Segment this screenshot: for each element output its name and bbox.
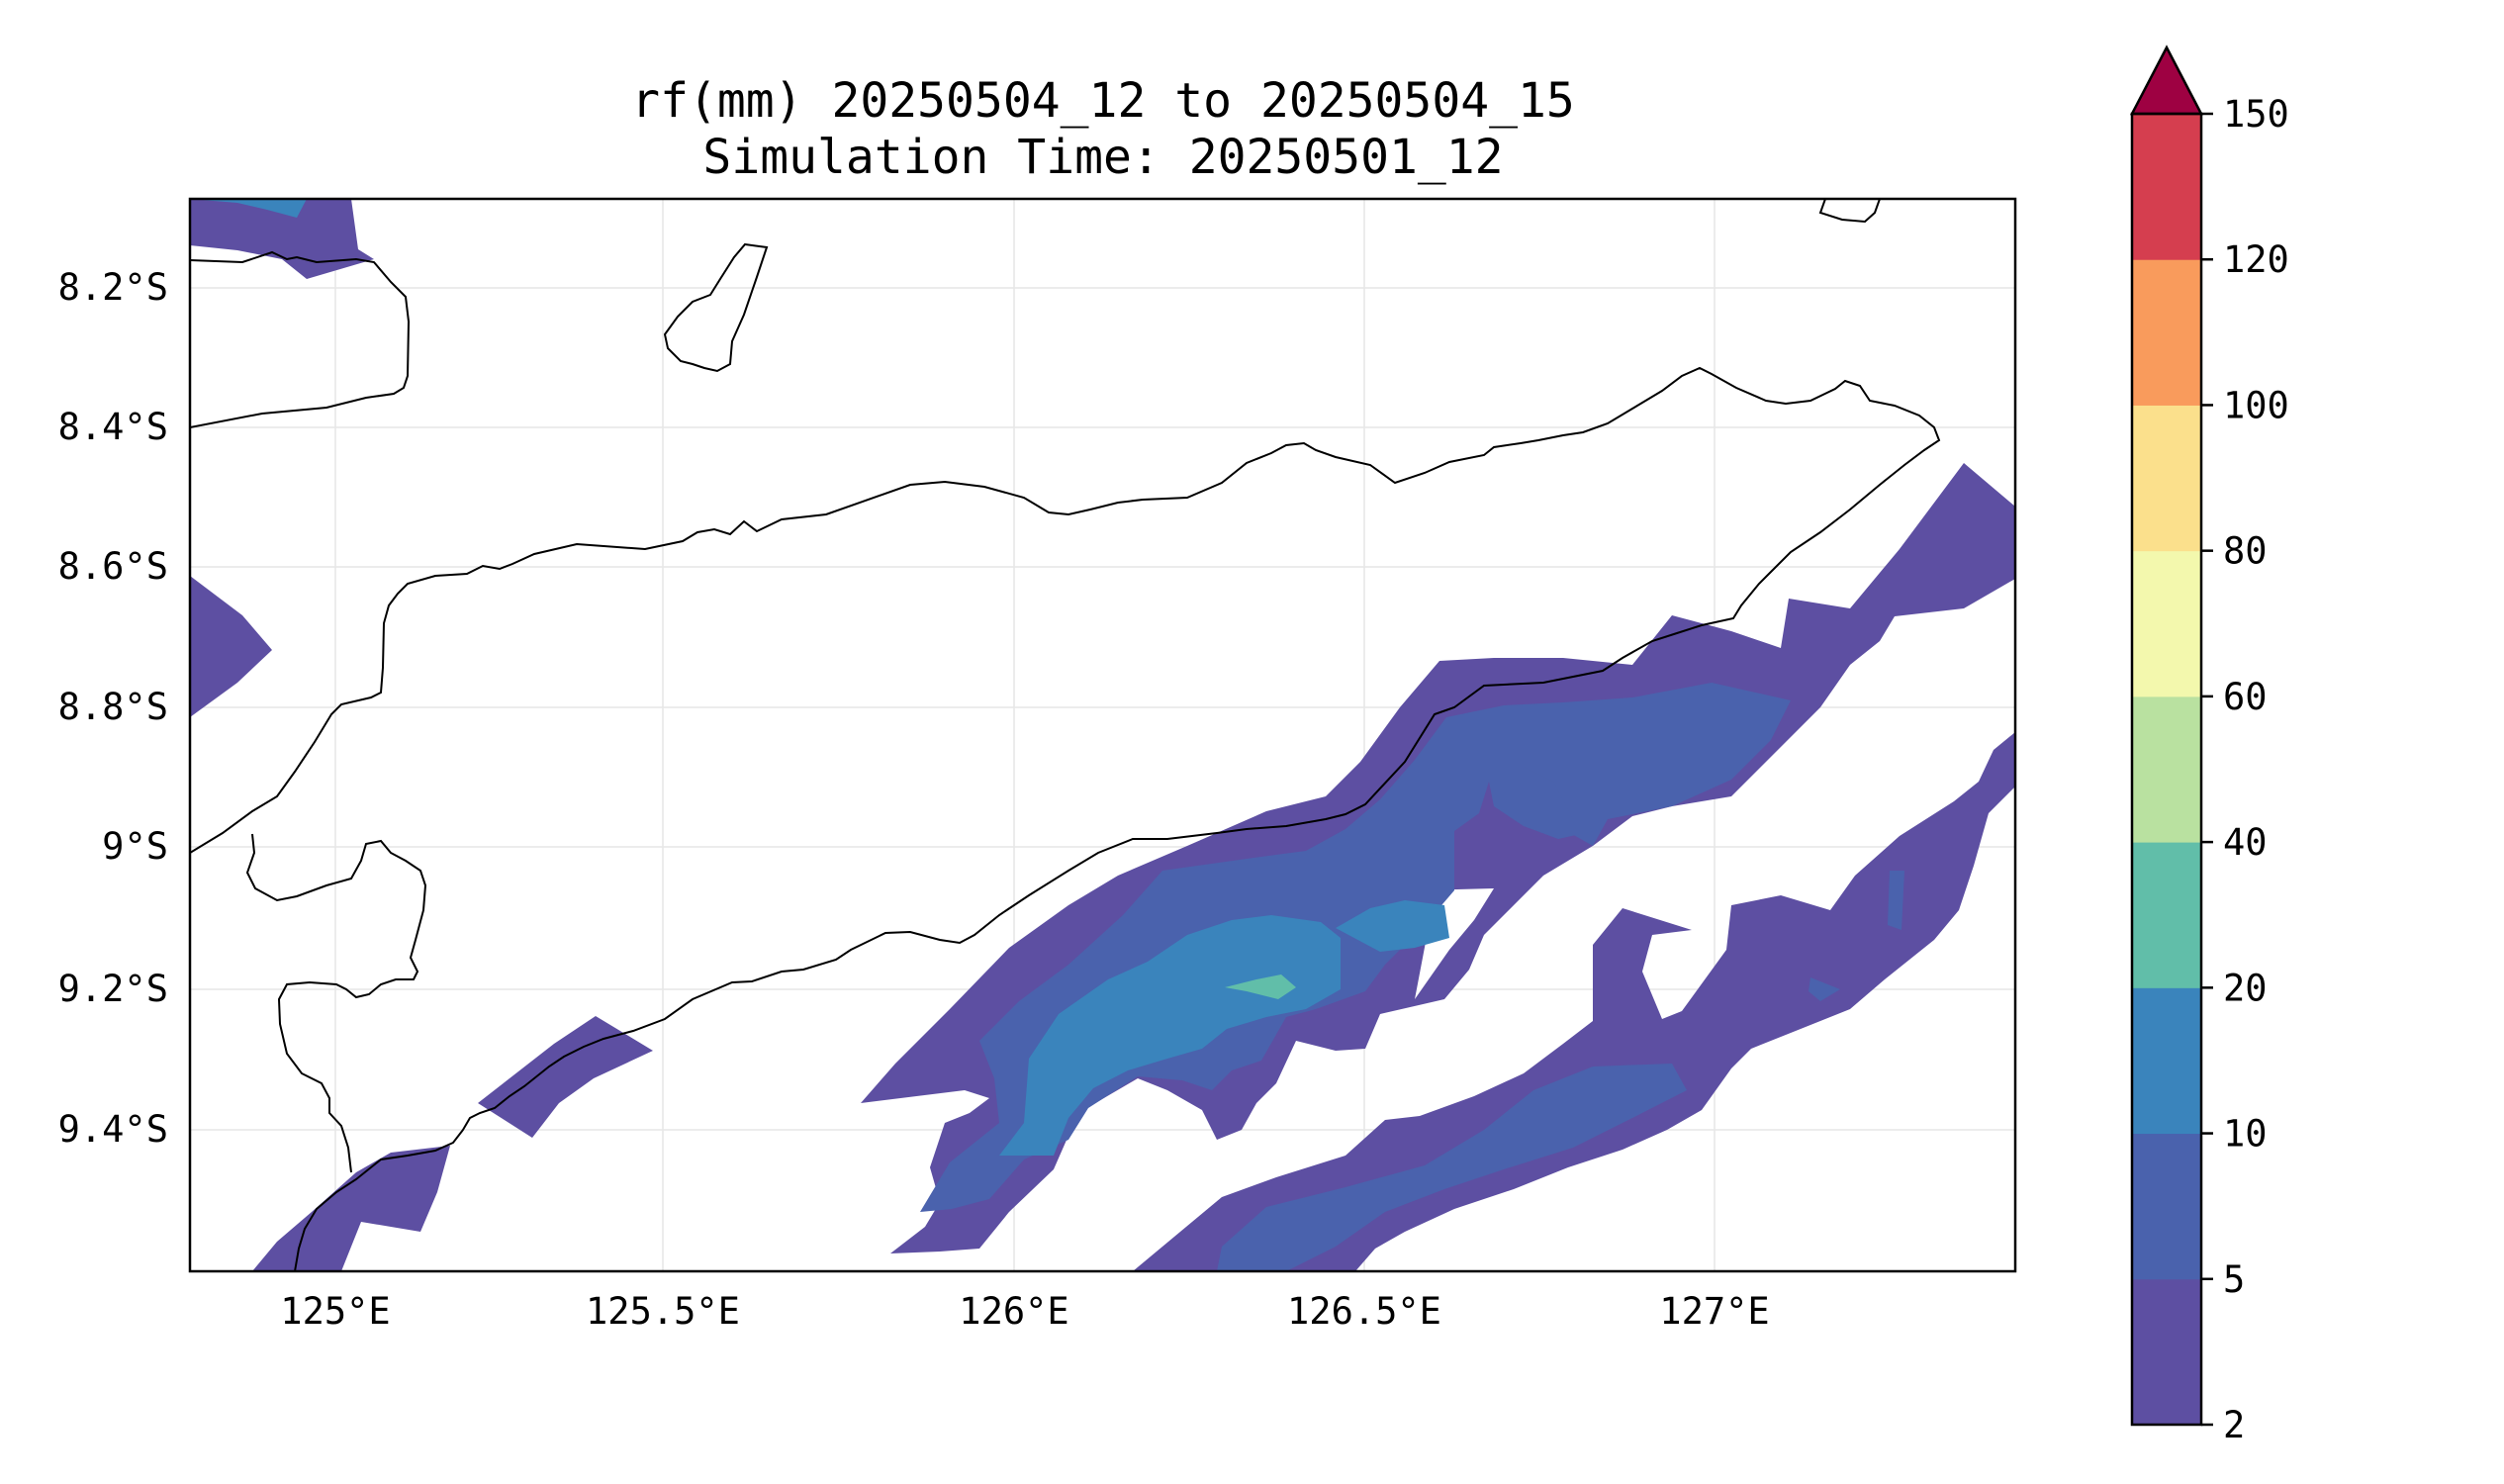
colorbar-tick-label: 80: [2223, 530, 2268, 573]
y-tick-label: 9°S: [102, 825, 168, 868]
colorbar-frame: [2130, 112, 2203, 1427]
x-tick-label: 126.5°E: [1287, 1290, 1441, 1333]
rain-contour-20-40: [1225, 974, 1296, 999]
colorbar-segment: [2132, 842, 2201, 988]
figure-title-line1: rf(mm) 20250504_12 to 20250504_15: [631, 73, 1575, 129]
y-tick-label: 9.2°S: [58, 968, 168, 1010]
x-tick-label: 125.5°E: [586, 1290, 740, 1333]
colorbar-tick-label: 2: [2223, 1404, 2245, 1446]
colorbar-tick-label: 40: [2223, 821, 2268, 864]
x-axis-ticks: 125°E 125.5°E 126°E 126.5°E 127°E: [280, 1290, 1769, 1333]
coastlines: [190, 199, 1941, 1271]
colorbar-segment: [2132, 550, 2201, 697]
colorbar: 2 5 10 20 40 60 80 100 120 150: [2129, 45, 2289, 1446]
y-tick-label: 8.6°S: [58, 545, 168, 588]
colorbar-tick-label: 20: [2223, 967, 2268, 1009]
y-tick-label: 9.4°S: [58, 1108, 168, 1151]
colorbar-tick-label: 5: [2223, 1258, 2245, 1301]
figure-title-line2: Simulation Time: 20250501_12: [702, 130, 1503, 185]
y-tick-label: 8.4°S: [58, 406, 168, 448]
colorbar-ticks: 2 5 10 20 40 60 80 100 120 150: [2201, 93, 2289, 1446]
x-tick-label: 127°E: [1659, 1290, 1769, 1333]
colorbar-segment: [2132, 405, 2201, 552]
x-tick-label: 126°E: [959, 1290, 1068, 1333]
colorbar-segment: [2132, 114, 2201, 260]
rain-contour-5-10: [920, 683, 1904, 1271]
colorbar-tick-label: 150: [2223, 93, 2289, 136]
colorbar-segment: [2132, 987, 2201, 1135]
map-panel: [190, 199, 2015, 1271]
colorbar-segment: [2132, 259, 2201, 406]
colorbar-extend-triangle: [2129, 45, 2204, 116]
y-axis-ticks: 8.2°S 8.4°S 8.6°S 8.8°S 9°S 9.2°S 9.4°S: [58, 266, 168, 1151]
y-tick-label: 8.8°S: [58, 686, 168, 728]
colorbar-segment: [2132, 1278, 2201, 1426]
colorbar-segment: [2132, 1133, 2201, 1280]
colorbar-segment: [2132, 696, 2201, 843]
colorbar-tick-label: 60: [2223, 676, 2268, 718]
map-frame: [188, 197, 2017, 1273]
colorbar-segments: [2132, 114, 2201, 1426]
colorbar-tick-label: 120: [2223, 238, 2289, 281]
colorbar-tick-label: 10: [2223, 1113, 2268, 1156]
colorbar-tick-label: 100: [2223, 384, 2289, 426]
y-tick-label: 8.2°S: [58, 266, 168, 309]
rain-contour-10-20: [190, 199, 1449, 1156]
x-tick-label: 125°E: [280, 1290, 390, 1333]
